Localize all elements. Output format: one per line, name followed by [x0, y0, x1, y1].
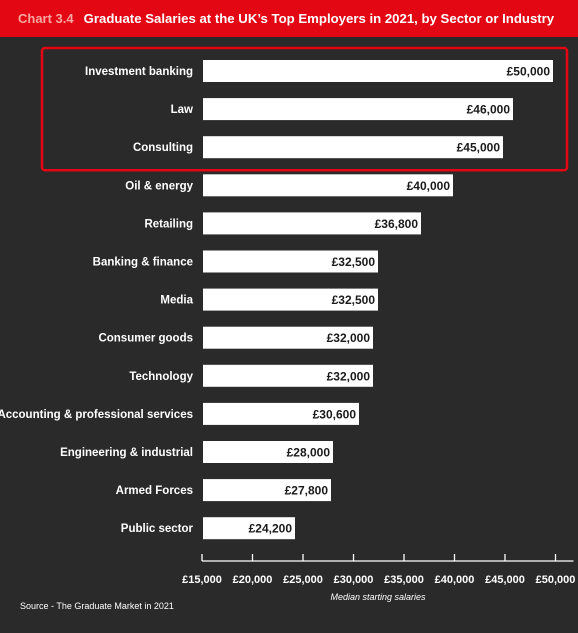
- bar: [203, 326, 373, 349]
- category-label: Oil & energy: [125, 180, 193, 192]
- data-label: £32,000: [327, 369, 371, 383]
- data-label: £46,000: [467, 103, 511, 117]
- data-label: £50,000: [507, 65, 551, 79]
- data-label: £28,000: [287, 446, 331, 460]
- title-band: Chart 3.4 Graduate Salaries at the UK’s …: [0, 0, 578, 37]
- data-label: £30,600: [313, 407, 357, 421]
- data-label: £45,000: [457, 141, 501, 155]
- category-label: Law: [171, 104, 193, 116]
- category-label: Engineering & industrial: [60, 447, 193, 459]
- bar: [203, 364, 373, 387]
- category-label: Investment banking: [85, 66, 193, 78]
- source-note: Source - The Graduate Market in 2021: [20, 601, 174, 611]
- x-tick-label: £30,000: [334, 574, 374, 586]
- bar: [203, 98, 513, 121]
- bar: [203, 212, 421, 235]
- bar: [203, 136, 503, 159]
- chart-number: Chart 3.4: [18, 11, 74, 26]
- category-label: Banking & finance: [93, 257, 193, 269]
- data-label: £40,000: [407, 179, 451, 193]
- bar: [203, 174, 453, 197]
- x-tick-label: £50,000: [536, 574, 576, 586]
- x-axis-label: Median starting salaries: [330, 592, 426, 602]
- data-label: £32,500: [332, 255, 376, 269]
- data-label: £32,500: [332, 293, 376, 307]
- x-tick-label: £20,000: [233, 574, 273, 586]
- category-label: Media: [160, 295, 193, 307]
- x-tick-label: £35,000: [384, 574, 424, 586]
- data-label: £32,000: [327, 331, 371, 345]
- category-label: Retailing: [144, 218, 193, 230]
- category-label: Public sector: [121, 523, 194, 535]
- highlight-box: [40, 46, 569, 172]
- bar: [203, 479, 331, 502]
- bar: [203, 517, 295, 540]
- data-label: £27,800: [285, 484, 329, 498]
- x-tick-label: £45,000: [485, 574, 525, 586]
- bar: [203, 288, 378, 311]
- category-label: Armed Forces: [116, 485, 193, 497]
- chart-title: Graduate Salaries at the UK’s Top Employ…: [83, 11, 555, 26]
- data-label: £24,200: [249, 522, 293, 536]
- x-tick-label: £25,000: [283, 574, 323, 586]
- category-label: Technology: [129, 371, 193, 383]
- category-label: Consulting: [133, 142, 193, 154]
- bar: [203, 250, 378, 273]
- data-label: £36,800: [375, 217, 419, 231]
- x-tick-label: £40,000: [435, 574, 475, 586]
- bar: [203, 402, 359, 425]
- category-label: Accounting & professional services: [0, 409, 193, 421]
- bar: [203, 60, 553, 82]
- bar: [203, 441, 333, 463]
- x-tick-label: £15,000: [182, 574, 222, 586]
- category-label: Consumer goods: [98, 333, 193, 345]
